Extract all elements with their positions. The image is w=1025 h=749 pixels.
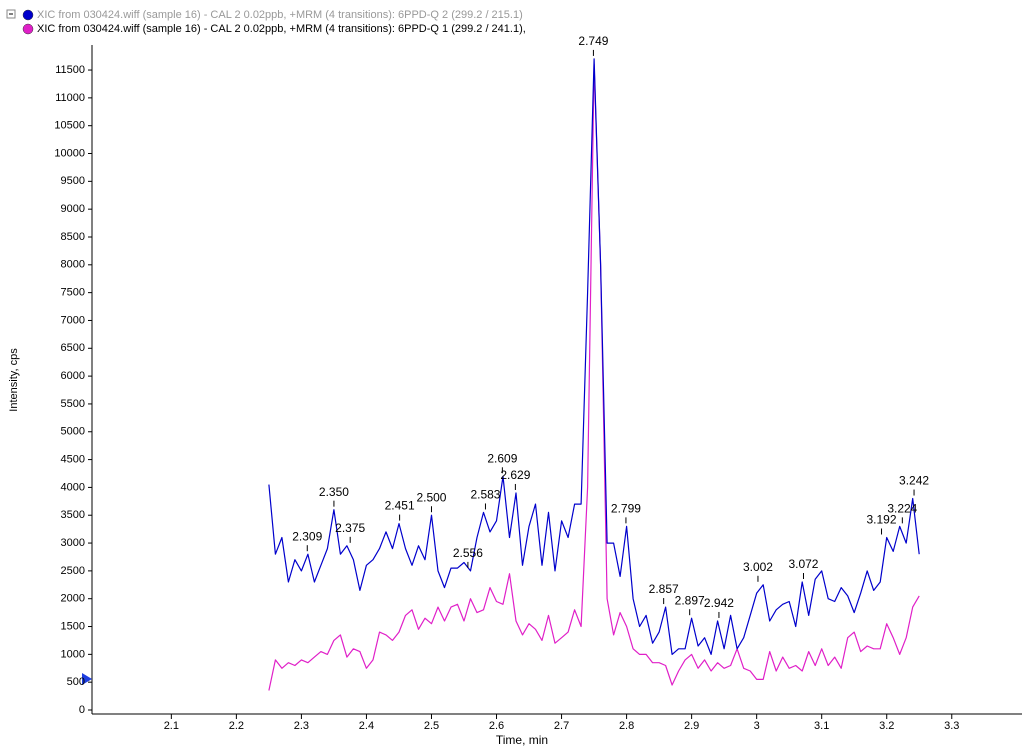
y-tick-label: 9000 xyxy=(61,203,85,215)
y-tick-label: 5500 xyxy=(61,398,85,410)
y-tick-label: 1500 xyxy=(61,620,85,632)
x-tick-label: 3.3 xyxy=(944,720,959,732)
y-tick-label: 0 xyxy=(79,704,85,716)
y-tick-label: 8000 xyxy=(61,259,85,271)
y-tick-label: 2500 xyxy=(61,565,85,577)
peak-label: 2.897 xyxy=(675,593,705,607)
peak-label: 3.192 xyxy=(867,513,897,527)
y-tick-label: 6500 xyxy=(61,342,85,354)
y-tick-label: 2000 xyxy=(61,593,85,605)
legend-marker[interactable] xyxy=(22,23,34,35)
y-tick-label: 7000 xyxy=(61,314,85,326)
x-tick-label: 3.1 xyxy=(814,720,829,732)
threshold-arrow xyxy=(82,673,92,685)
peak-label: 3.072 xyxy=(788,557,818,571)
y-tick-label: 9500 xyxy=(61,175,85,187)
y-tick-label: 3000 xyxy=(61,537,85,549)
series-line xyxy=(268,58,920,655)
peak-label: 3.002 xyxy=(743,560,773,574)
y-tick-label: 4000 xyxy=(61,481,85,493)
peak-label: 2.629 xyxy=(500,468,530,482)
y-tick-label: 11500 xyxy=(55,64,85,76)
legend-label: XIC from 030424.wiff (sample 16) - CAL 2… xyxy=(37,23,526,35)
x-tick-label: 2.2 xyxy=(229,720,244,732)
y-tick-label: 10000 xyxy=(54,147,85,159)
peak-label: 2.375 xyxy=(335,521,365,535)
peak-label: 2.309 xyxy=(292,529,322,543)
x-axis-label: Time, min xyxy=(496,733,548,747)
peak-label: 2.609 xyxy=(487,451,517,465)
y-tick-label: 500 xyxy=(67,676,85,688)
x-tick-label: 2.6 xyxy=(489,720,504,732)
y-tick-label: 5000 xyxy=(61,426,85,438)
legend-label: XIC from 030424.wiff (sample 16) - CAL 2… xyxy=(37,9,523,21)
peak-label: 3.242 xyxy=(899,474,929,488)
peak-label: 2.500 xyxy=(416,490,446,504)
peak-label: 2.799 xyxy=(611,502,641,516)
y-tick-label: 1000 xyxy=(61,648,85,660)
peak-label: 2.451 xyxy=(385,499,415,513)
legend-marker[interactable] xyxy=(22,9,34,21)
x-tick-label: 2.5 xyxy=(424,720,439,732)
x-tick-label: 2.1 xyxy=(164,720,179,732)
x-tick-label: 2.7 xyxy=(554,720,569,732)
x-tick-label: 3 xyxy=(754,720,760,732)
y-tick-label: 8500 xyxy=(61,231,85,243)
peak-label: 2.350 xyxy=(319,485,349,499)
peak-label: 2.749 xyxy=(578,34,608,48)
peak-label: 2.942 xyxy=(704,596,734,610)
y-tick-label: 10500 xyxy=(54,120,85,132)
peak-label: 3.224 xyxy=(887,502,917,516)
peak-label: 2.556 xyxy=(453,546,483,560)
peak-label: 2.857 xyxy=(649,582,679,596)
y-tick-label: 7500 xyxy=(61,287,85,299)
peak-label: 2.583 xyxy=(470,488,500,502)
y-tick-label: 3500 xyxy=(61,509,85,521)
x-tick-label: 2.4 xyxy=(359,720,374,732)
y-axis-label: Intensity, cps xyxy=(8,348,20,412)
x-tick-label: 2.8 xyxy=(619,720,634,732)
x-tick-label: 3.2 xyxy=(879,720,894,732)
x-tick-label: 2.3 xyxy=(294,720,309,732)
y-tick-label: 6000 xyxy=(61,370,85,382)
y-tick-label: 4500 xyxy=(61,453,85,465)
y-tick-label: 11000 xyxy=(55,92,85,104)
x-tick-label: 2.9 xyxy=(684,720,699,732)
